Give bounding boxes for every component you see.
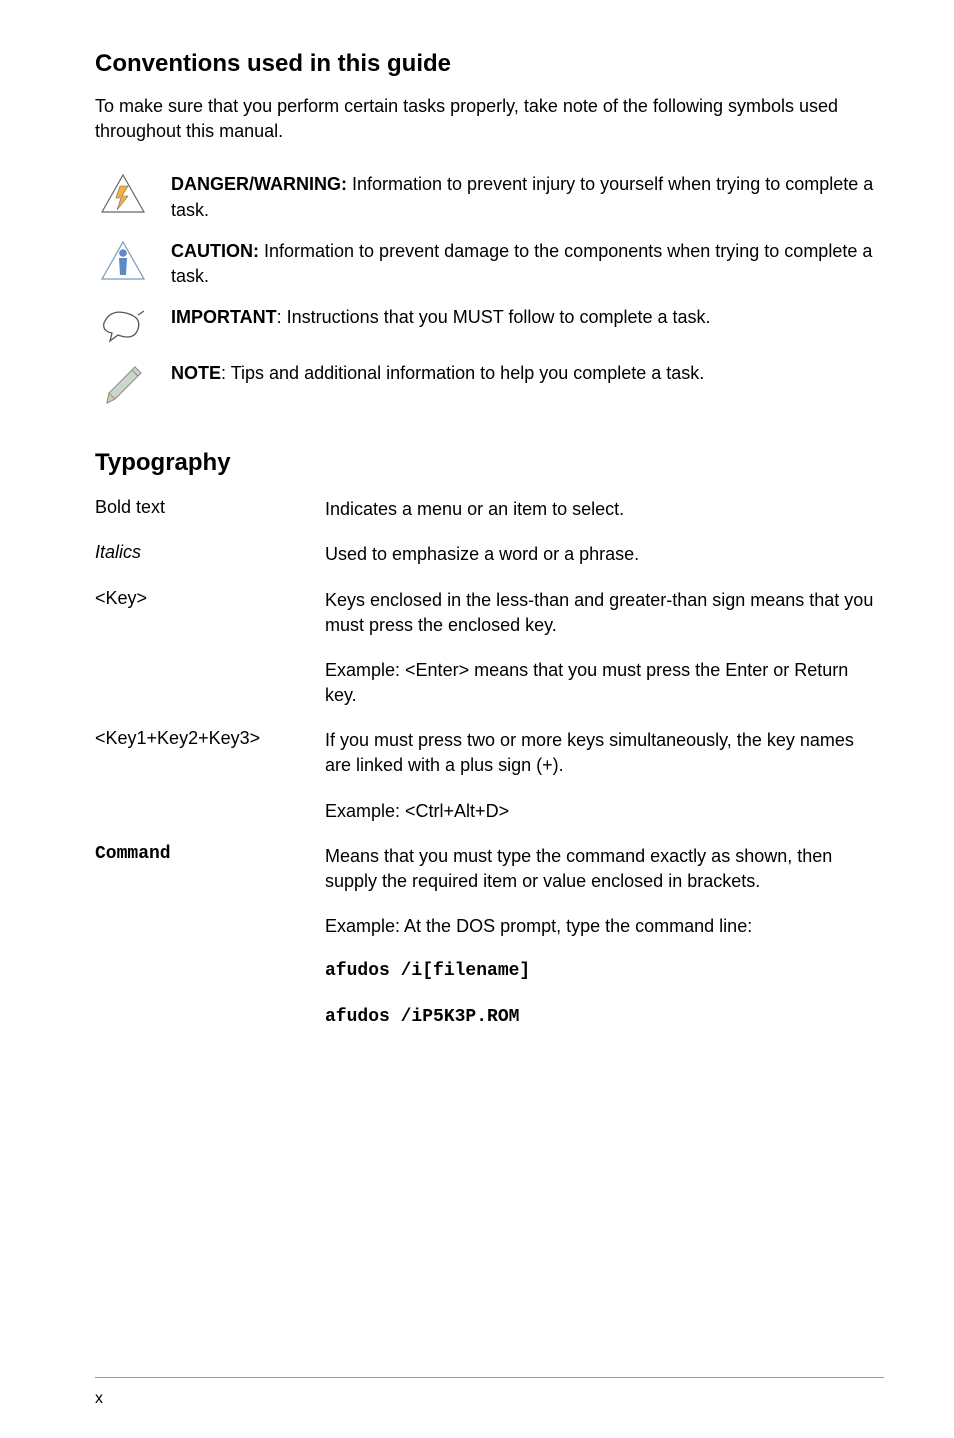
- danger-label: DANGER/WARNING:: [171, 174, 347, 194]
- typo-row-bold: Bold text Indicates a menu or an item to…: [95, 497, 884, 522]
- conventions-heading: Conventions used in this guide: [95, 50, 884, 78]
- note-danger: DANGER/WARNING: Information to prevent i…: [95, 172, 884, 222]
- note-important: IMPORTANT: Instructions that you MUST fo…: [95, 305, 884, 345]
- typo-cmd2: afudos /iP5K3P.ROM: [325, 1005, 884, 1030]
- note-caution: CAUTION: Information to prevent damage t…: [95, 239, 884, 289]
- caution-text: CAUTION: Information to prevent damage t…: [171, 239, 884, 289]
- typo-row-key-ex: Example: <Enter> means that you must pre…: [95, 658, 884, 708]
- important-text: IMPORTANT: Instructions that you MUST fo…: [171, 305, 884, 330]
- page-number: x: [95, 1390, 103, 1408]
- typo-italics-right: Used to emphasize a word or a phrase.: [325, 542, 884, 567]
- typography-heading: Typography: [95, 449, 884, 477]
- intro-paragraph: To make sure that you perform certain ta…: [95, 94, 884, 144]
- typo-command-left: Command: [95, 844, 325, 894]
- typo-bold-right: Indicates a menu or an item to select.: [325, 497, 884, 522]
- important-label: IMPORTANT: [171, 307, 277, 327]
- typo-bold-left: Bold text: [95, 497, 325, 522]
- typo-cmd1-spacer: [95, 959, 325, 984]
- typo-cmd2-spacer: [95, 1005, 325, 1030]
- typo-key-spacer: [95, 658, 325, 708]
- typo-row-command: Command Means that you must type the com…: [95, 844, 884, 894]
- typo-key-right1: Keys enclosed in the less-than and great…: [325, 588, 884, 638]
- typo-cmd1: afudos /i[filename]: [325, 959, 884, 984]
- typo-keycombo-right2: Example: <Ctrl+Alt+D>: [325, 799, 884, 824]
- typo-row-keycombo-ex: Example: <Ctrl+Alt+D>: [95, 799, 884, 824]
- caution-icon: [95, 239, 151, 283]
- typo-keycombo-spacer: [95, 799, 325, 824]
- typography-table: Bold text Indicates a menu or an item to…: [95, 497, 884, 1030]
- typo-keycombo-left: <Key1+Key2+Key3>: [95, 728, 325, 778]
- caution-label: CAUTION:: [171, 241, 259, 261]
- typo-row-key: <Key> Keys enclosed in the less-than and…: [95, 588, 884, 638]
- note-text: NOTE: Tips and additional information to…: [171, 361, 884, 386]
- typo-row-keycombo: <Key1+Key2+Key3> If you must press two o…: [95, 728, 884, 778]
- important-icon: [95, 305, 151, 345]
- typo-command-right2: Example: At the DOS prompt, type the com…: [325, 914, 884, 939]
- typo-italics-left: Italics: [95, 542, 325, 567]
- important-body: : Instructions that you MUST follow to c…: [277, 307, 711, 327]
- typo-row-command-ex: Example: At the DOS prompt, type the com…: [95, 914, 884, 939]
- typo-row-cmd1: afudos /i[filename]: [95, 959, 884, 984]
- typo-command-spacer1: [95, 914, 325, 939]
- typo-key-left: <Key>: [95, 588, 325, 638]
- footer-divider: [95, 1377, 884, 1378]
- danger-text: DANGER/WARNING: Information to prevent i…: [171, 172, 884, 222]
- typo-row-italics: Italics Used to emphasize a word or a ph…: [95, 542, 884, 567]
- note-label: NOTE: [171, 363, 221, 383]
- note-body: : Tips and additional information to hel…: [221, 363, 704, 383]
- note-note: NOTE: Tips and additional information to…: [95, 361, 884, 409]
- danger-icon: [95, 172, 151, 216]
- typo-command-right1: Means that you must type the command exa…: [325, 844, 884, 894]
- typo-key-right2: Example: <Enter> means that you must pre…: [325, 658, 884, 708]
- typo-row-cmd2: afudos /iP5K3P.ROM: [95, 1005, 884, 1030]
- note-icon: [95, 361, 151, 409]
- caution-body: Information to prevent damage to the com…: [171, 241, 872, 286]
- typo-keycombo-right1: If you must press two or more keys simul…: [325, 728, 884, 778]
